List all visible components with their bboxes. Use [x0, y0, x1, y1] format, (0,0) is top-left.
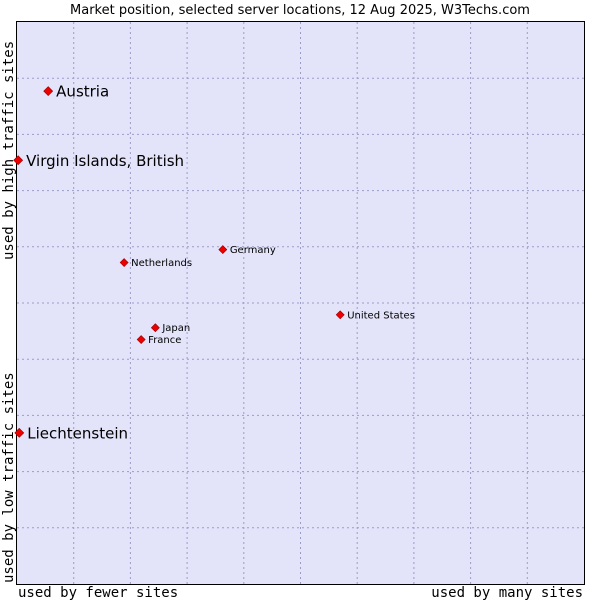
point-marker-united-states — [335, 310, 345, 320]
point-label-united-states: United States — [347, 310, 415, 321]
grid — [17, 22, 584, 584]
y-axis-label-bottom: used by low traffic sites — [1, 372, 17, 583]
point-marker-france — [136, 335, 146, 344]
chart-title: Market position, selected server locatio… — [70, 3, 530, 18]
point-marker-liechtenstein — [14, 427, 25, 438]
point-label-liechtenstein: Liechtenstein — [27, 424, 128, 442]
point-label-austria: Austria — [56, 83, 109, 101]
point-label-france: France — [148, 335, 181, 346]
point-marker-virgin-islands-british — [13, 155, 24, 166]
data-points: Austria Virgin Islands, British Germany Net… — [13, 83, 415, 442]
point-label-japan: Japan — [161, 323, 190, 334]
x-axis-label-left: used by fewer sites — [18, 585, 178, 600]
point-label-netherlands: Netherlands — [131, 258, 192, 269]
point-label-virgin-islands-british: Virgin Islands, British — [26, 152, 184, 170]
point-marker-japan — [150, 323, 160, 333]
point-marker-germany — [218, 245, 228, 255]
point-marker-austria — [43, 86, 54, 97]
x-axis-label-right: used by many sites — [431, 585, 583, 600]
y-axis-label-top: used by high traffic sites — [1, 41, 17, 260]
point-marker-netherlands — [119, 258, 129, 267]
point-label-germany: Germany — [230, 245, 276, 256]
